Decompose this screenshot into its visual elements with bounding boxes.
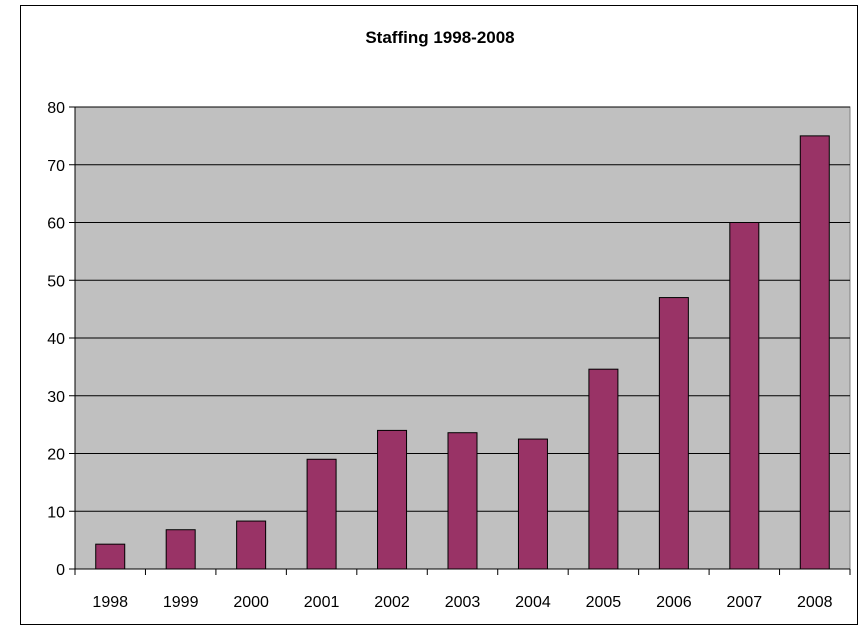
chart-title: Staffing 1998-2008 xyxy=(365,28,515,47)
x-tick-label-2000: 2000 xyxy=(233,594,269,611)
bar-2008 xyxy=(799,135,830,570)
bar-2004 xyxy=(517,438,548,570)
bar-2006 xyxy=(658,297,689,570)
bar-1999 xyxy=(165,529,196,570)
y-tick-label-0: 0 xyxy=(56,562,65,579)
axes xyxy=(69,106,851,575)
bar-1998 xyxy=(95,543,126,570)
bar-2003 xyxy=(447,432,478,570)
y-tick-label-30: 30 xyxy=(47,389,65,406)
bars xyxy=(95,135,830,570)
y-tick-label-40: 40 xyxy=(47,331,65,348)
tick-labels: 0 10 20 30 40 50 60 70 80 1998 1999 2000 2001 2002 200… xyxy=(47,100,832,611)
y-tick-label-50: 50 xyxy=(47,273,65,290)
x-tick-label-2007: 2007 xyxy=(727,594,763,611)
y-tick-label-10: 10 xyxy=(47,504,65,521)
bar-2000 xyxy=(236,520,267,570)
x-tick-label-1998: 1998 xyxy=(92,594,128,611)
x-tick-label-2004: 2004 xyxy=(515,594,551,611)
x-tick-label-2006: 2006 xyxy=(656,594,692,611)
bar-2007 xyxy=(729,222,760,570)
x-tick-label-2005: 2005 xyxy=(586,594,622,611)
bar-2002 xyxy=(377,429,408,570)
bar-2005 xyxy=(588,368,619,570)
gridlines xyxy=(75,106,850,512)
x-tick-label-2008: 2008 xyxy=(797,594,833,611)
x-tick-label-1999: 1999 xyxy=(163,594,199,611)
x-tick-label-2001: 2001 xyxy=(304,594,340,611)
y-tick-label-80: 80 xyxy=(47,100,65,117)
y-tick-label-60: 60 xyxy=(47,216,65,233)
x-tick-label-2002: 2002 xyxy=(374,594,410,611)
y-tick-label-20: 20 xyxy=(47,447,65,464)
y-tick-label-70: 70 xyxy=(47,158,65,175)
x-tick-label-2003: 2003 xyxy=(445,594,481,611)
bar-2001 xyxy=(306,458,337,570)
